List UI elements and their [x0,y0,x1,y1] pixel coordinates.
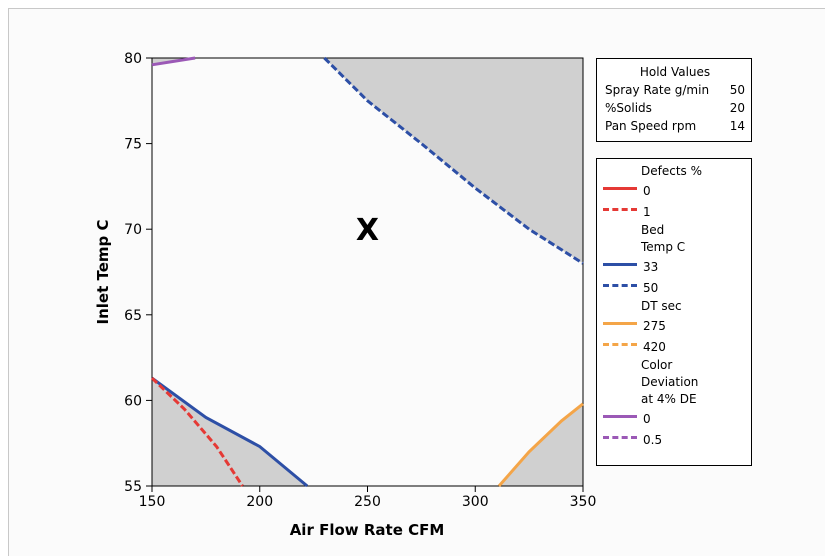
legend-swatch [603,322,637,329]
hold-row-name: Pan Speed rpm [605,119,697,133]
legend-swatch [603,415,637,422]
legend-group-title: Bed [641,223,665,237]
legend-group-title: Color [641,358,673,372]
legend-label: 0.5 [643,432,663,447]
hold-row: %Solids 20 [605,99,745,117]
legend-group-title: Temp C [641,240,686,254]
shaded-region [152,378,308,486]
contour-lines [150,56,584,488]
contour-line [151,376,309,488]
hold-row-name: Spray Rate g/min [605,83,710,97]
legend-group-title: Deviation [641,375,699,389]
legend-label: 1 [643,204,651,219]
legend-item: 50 [597,277,751,298]
axes: 150 200 250 300 350 55 60 65 70 75 80 [124,51,596,510]
hold-row-name: %Solids [605,101,652,115]
y-tick-label: 60 [124,393,142,409]
optimum-marker: X [356,213,379,248]
hold-values-title: Hold Values [639,65,711,79]
hold-row-value: 20 [729,101,745,115]
legend-label: 50 [643,280,659,295]
legend-item: 275 [597,315,751,336]
legend-group-title: DT sec [641,299,682,313]
y-tick-label: 75 [124,137,142,153]
legend-swatch [603,284,637,291]
x-axis-title: Air Flow Rate CFM [290,521,445,539]
legend-item: 0 [597,408,751,429]
legend-label: 275 [643,318,666,333]
legend-label: 0 [643,411,651,426]
legend-swatch [603,208,637,215]
legend-swatch [603,263,637,270]
legend-swatch [603,187,637,194]
legend-label: 33 [643,259,659,274]
legend-swatch [603,343,637,350]
hold-row: Pan Speed rpm 14 [605,117,745,135]
legend-item: 1 [597,201,751,222]
legend-item: 0 [597,180,751,201]
legend-label: 420 [643,339,666,354]
legend-item: 420 [597,336,751,357]
hold-values-box: Hold Values Spray Rate g/min 50 %Solids … [596,58,752,142]
legend-group-title: Defects % [641,164,703,178]
x-tick-label: 200 [246,494,273,510]
y-tick-label: 55 [124,479,142,495]
shaded-region [324,58,583,264]
legend-item: 0.5 [597,429,751,450]
y-tick-label: 80 [124,51,142,67]
contour-line [497,402,584,487]
contour-line [323,56,584,265]
hold-row-value: 14 [729,119,745,133]
legend: Defects % 0 1 Bed Temp C 33 50 DT sec 275 420 Colo… [596,158,752,466]
y-axis-title: Inlet Temp C [94,220,112,325]
y-tick-label: 65 [124,308,142,324]
shaded-regions [152,58,583,486]
contour-line [150,377,244,487]
x-tick-label: 150 [139,494,166,510]
legend-label: 0 [643,183,651,198]
x-tick-label: 350 [570,494,597,510]
shaded-region [499,403,583,486]
y-tick-label: 70 [124,222,142,238]
hold-row-value: 50 [729,83,745,97]
x-tick-label: 300 [462,494,489,510]
contour-line [151,56,196,67]
hold-row: Spray Rate g/min 50 [605,81,745,99]
legend-group-title: at 4% DE [641,392,697,406]
x-tick-label: 250 [354,494,381,510]
legend-item: 33 [597,256,751,277]
legend-swatch [603,436,637,443]
